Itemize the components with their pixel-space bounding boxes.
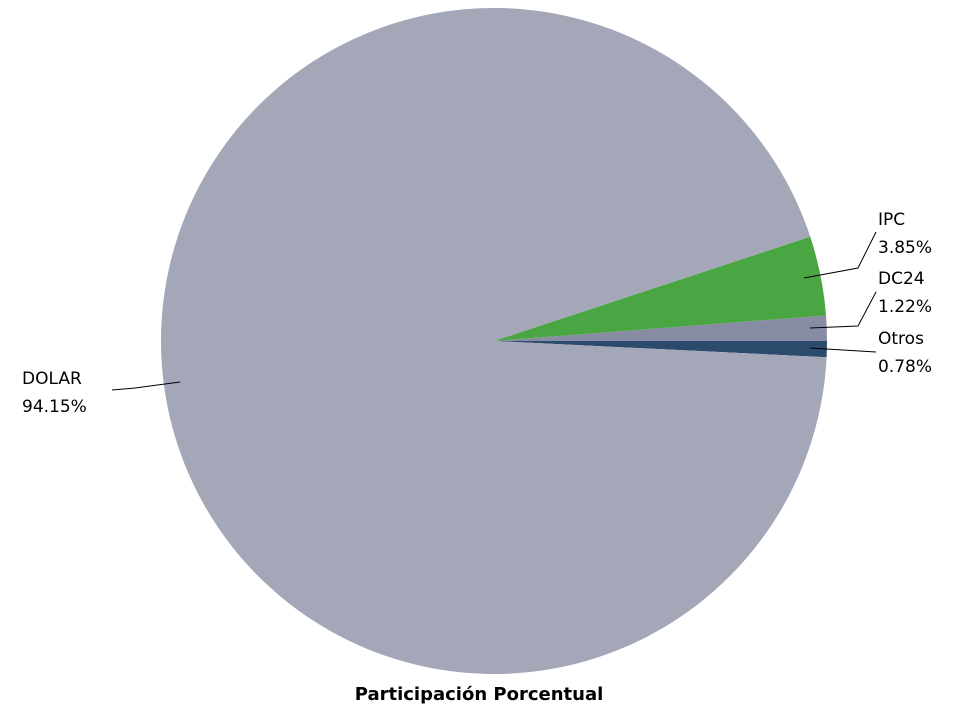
- slice-otros: [494, 340, 827, 358]
- slice-value-otros: 0.78%: [878, 357, 932, 377]
- leader-line-ipc: [803, 231, 877, 279]
- slice-dc24: [494, 315, 827, 341]
- chart-title: Participación Porcentual: [355, 684, 604, 705]
- slice-value-dc24: 1.22%: [878, 297, 932, 317]
- leader-line-dc24: [809, 291, 877, 329]
- slice-ipc: [494, 236, 827, 341]
- leader-line-otros: [809, 347, 877, 353]
- slice-dolar: [160, 7, 827, 674]
- slice-value-dolar: 94.15%: [22, 397, 87, 417]
- slice-name-otros: Otros: [878, 329, 924, 349]
- leader-line-dolar: [111, 381, 181, 391]
- slice-labels: DOLAR 94.15% IPC 3.85% DC24 1.22% Otros 0.78%: [22, 210, 932, 417]
- pie-slices: [160, 7, 827, 674]
- slice-name-ipc: IPC: [878, 210, 905, 230]
- leader-lines: [111, 231, 877, 391]
- slice-name-dolar: DOLAR: [22, 369, 82, 389]
- slice-name-dc24: DC24: [878, 269, 925, 289]
- slice-value-ipc: 3.85%: [878, 238, 932, 258]
